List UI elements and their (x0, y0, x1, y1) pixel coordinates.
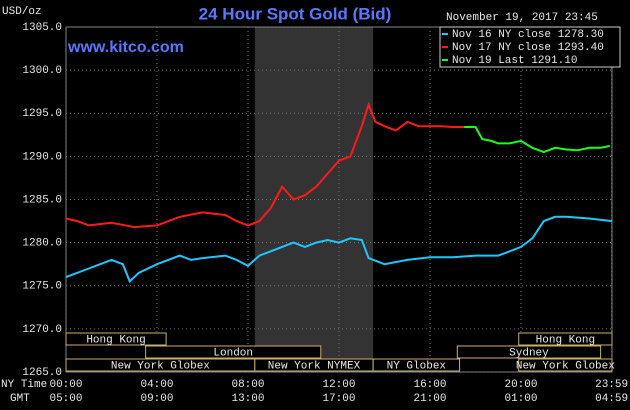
timestamp: November 19, 2017 23:45 (446, 12, 598, 24)
y-tick-label: 1290.0 (22, 151, 62, 163)
session-bar (372, 358, 461, 372)
shaded-region (254, 27, 374, 372)
site-label: www.kitco.com (67, 39, 184, 56)
x-tick-label: 16:00 (413, 379, 446, 391)
session-label: New York Globex (516, 360, 615, 372)
x-tick-label: 12:00 (322, 379, 355, 391)
x-tick-label-gmt: 09:00 (140, 393, 173, 405)
session-label: Sydney (509, 347, 549, 359)
legend-label: Nov 16 NY close 1278.30 (452, 29, 604, 41)
price-line (464, 126, 610, 154)
y-tick-label: 1280.0 (22, 238, 62, 250)
session-label: London (213, 347, 253, 359)
x-tick-label: 04:00 (140, 379, 173, 391)
price-line (65, 215, 613, 284)
y-tick-label: 1295.0 (22, 108, 62, 120)
y-tick-label: 1285.0 (22, 194, 62, 206)
y-tick-label: 1270.0 (22, 324, 62, 336)
session-bar (456, 345, 602, 359)
y-tick-label: 1305.0 (22, 22, 62, 34)
x-tick-label: 00:00 (49, 379, 82, 391)
session-label: Hong Kong (536, 334, 595, 346)
y-tick-label: 1275.0 (22, 281, 62, 293)
session-label: Hong Kong (86, 334, 145, 346)
legend-label: Nov 17 NY close 1293.40 (452, 42, 604, 54)
x-tick-label: 08:00 (231, 379, 264, 391)
x-row-label: GMT (10, 393, 30, 405)
y-tick-label: 1300.0 (22, 65, 62, 77)
session-bar (145, 345, 322, 359)
x-tick-label-gmt: 04:59 (595, 393, 628, 405)
session-label: New York Globex (111, 360, 210, 372)
x-tick-label-gmt: 21:00 (413, 393, 446, 405)
y-unit: USD/oz (2, 6, 42, 18)
legend-box (439, 26, 621, 68)
x-tick-label: 20:00 (504, 379, 537, 391)
x-row-label: NY Time (1, 379, 47, 391)
session-bar (518, 358, 613, 372)
legend-label: Nov 19 Last 1291.10 (452, 55, 577, 67)
x-tick-label: 23:59 (595, 379, 628, 391)
session-label: NY Globex (387, 360, 447, 372)
chart-title: 24 Hour Spot Gold (Bid) (199, 4, 392, 23)
x-tick-label-gmt: 13:00 (231, 393, 264, 405)
x-tick-label-gmt: 17:00 (322, 393, 355, 405)
x-tick-label-gmt: 05:00 (49, 393, 82, 405)
session-bar (518, 332, 613, 346)
session-bar (65, 332, 167, 346)
y-tick-label: 1265.0 (22, 367, 62, 379)
price-line (65, 101, 465, 229)
x-tick-label-gmt: 01:00 (504, 393, 537, 405)
session-label: New York NYMEX (268, 360, 361, 372)
